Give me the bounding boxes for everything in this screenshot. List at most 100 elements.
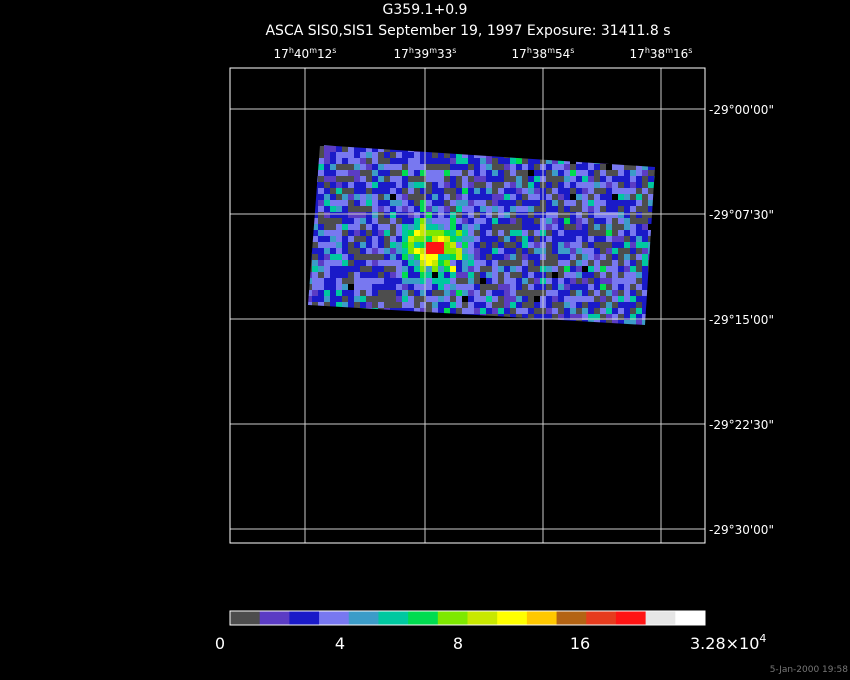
pixel [324, 248, 330, 254]
pixel [312, 224, 318, 230]
pixel [342, 218, 348, 224]
pixel [456, 188, 462, 194]
pixel [462, 284, 468, 290]
pixel [360, 266, 366, 272]
pixel [486, 248, 492, 254]
pixel [642, 296, 648, 302]
pixel [486, 170, 492, 176]
pixel [462, 200, 468, 206]
pixel [624, 212, 630, 218]
pixel [630, 284, 636, 290]
pixel [546, 254, 552, 260]
pixel [522, 164, 528, 170]
pixel [420, 284, 426, 290]
pixel [528, 278, 534, 284]
pixel [588, 236, 594, 242]
pixel [546, 176, 552, 182]
pixel [612, 176, 618, 182]
pixel [642, 236, 648, 242]
pixel [414, 308, 420, 314]
pixel [510, 260, 516, 266]
pixel [546, 182, 552, 188]
pixel [360, 302, 366, 308]
pixel [492, 230, 498, 236]
pixel [420, 278, 426, 284]
pixel [438, 158, 444, 164]
pixel [636, 224, 642, 230]
pixel [462, 206, 468, 212]
pixel [402, 170, 408, 176]
pixel [576, 278, 582, 284]
pixel [348, 230, 354, 236]
pixel [498, 308, 504, 314]
pixel [426, 308, 432, 314]
ra-label-part: 39 [414, 47, 429, 61]
pixel [510, 206, 516, 212]
pixel [372, 254, 378, 260]
pixel [468, 236, 474, 242]
pixel [366, 182, 372, 188]
pixel [330, 242, 336, 248]
pixel [624, 242, 630, 248]
pixel [636, 236, 642, 242]
pixel [390, 182, 396, 188]
pixel [546, 278, 552, 284]
pixel [348, 254, 354, 260]
pixel [360, 224, 366, 230]
pixel [588, 206, 594, 212]
pixel [546, 206, 552, 212]
pixel [630, 224, 636, 230]
pixel [546, 308, 552, 314]
pixel [384, 236, 390, 242]
pixel [552, 272, 558, 278]
pixel [606, 200, 612, 206]
pixel [462, 290, 468, 296]
pixel [570, 194, 576, 200]
pixel [630, 248, 636, 254]
pixel [546, 260, 552, 266]
pixel [516, 170, 522, 176]
pixel [372, 230, 378, 236]
pixel [324, 290, 330, 296]
pixel [420, 260, 426, 266]
pixel [618, 302, 624, 308]
pixel [600, 194, 606, 200]
colorbar-label: 8 [453, 634, 463, 653]
pixel [528, 254, 534, 260]
pixel [534, 230, 540, 236]
pixel [444, 194, 450, 200]
pixel [402, 164, 408, 170]
pixel [492, 284, 498, 290]
pixel [594, 182, 600, 188]
pixel [384, 152, 390, 158]
pixel [396, 152, 402, 158]
pixel [486, 308, 492, 314]
pixel [402, 278, 408, 284]
pixel [552, 176, 558, 182]
pixel [516, 176, 522, 182]
pixel [624, 182, 630, 188]
pixel [486, 254, 492, 260]
pixel [402, 242, 408, 248]
pixel [474, 176, 480, 182]
pixel [420, 176, 426, 182]
pixel [318, 236, 324, 242]
pixel [468, 254, 474, 260]
pixel [342, 290, 348, 296]
pixel [360, 158, 366, 164]
pixel [642, 248, 648, 254]
pixel [564, 188, 570, 194]
pixel [360, 146, 366, 152]
pixel [516, 158, 522, 164]
pixel [486, 302, 492, 308]
pixel [384, 188, 390, 194]
pixel [318, 200, 324, 206]
pixel [636, 266, 642, 272]
pixel [504, 194, 510, 200]
pixel [354, 302, 360, 308]
pixel [378, 230, 384, 236]
pixel [360, 170, 366, 176]
pixel [564, 278, 570, 284]
pixel [570, 218, 576, 224]
pixel [336, 176, 342, 182]
